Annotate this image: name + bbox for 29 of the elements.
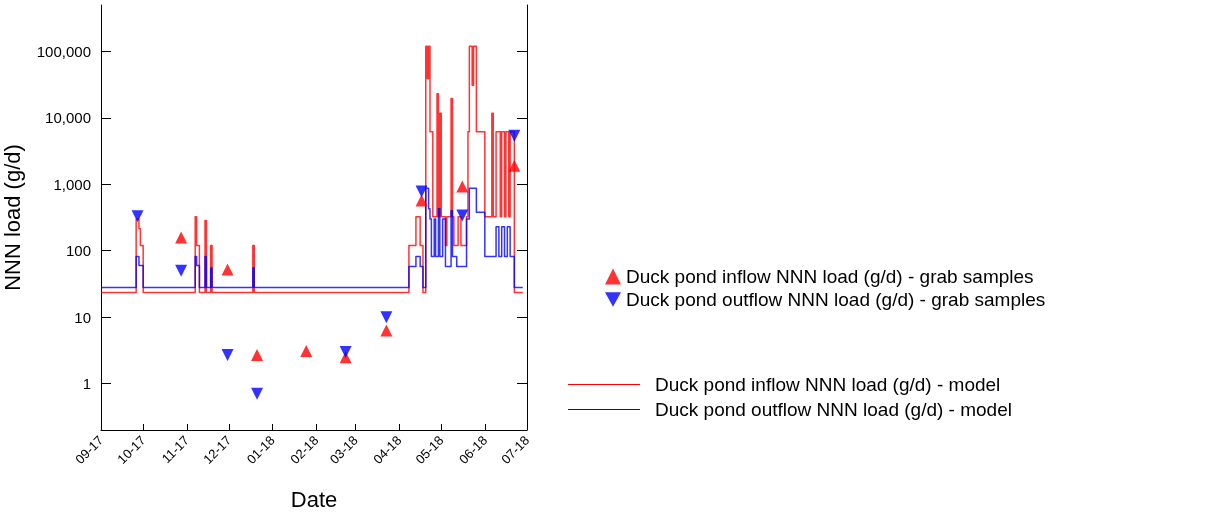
point — [300, 344, 313, 357]
point — [251, 348, 264, 361]
point — [508, 129, 521, 142]
point — [415, 185, 428, 198]
legend-label: Duck pond inflow NNN load (g/d) - model — [655, 374, 1001, 395]
point — [508, 159, 521, 172]
y-tick-label: 100 — [65, 242, 91, 260]
legend-label: Duck pond inflow NNN load (g/d) - grab samples — [626, 266, 1034, 287]
legend-label: Duck pond outflow NNN load (g/d) - model — [655, 399, 1012, 420]
point — [339, 345, 352, 358]
y-tick-label: 1,000 — [53, 175, 91, 193]
x-axis-title: Date — [290, 486, 338, 512]
point — [175, 231, 188, 244]
point — [221, 263, 234, 276]
y-tick-label: 100,000 — [36, 42, 91, 60]
point — [456, 209, 469, 222]
point — [380, 324, 393, 337]
legend-label: Duck pond outflow NNN load (g/d) - grab samples — [626, 289, 1046, 310]
point — [456, 180, 469, 193]
point — [221, 348, 234, 361]
point — [251, 387, 264, 400]
point — [380, 311, 393, 324]
point — [175, 264, 188, 277]
point — [415, 194, 428, 207]
point — [131, 210, 144, 223]
y-tick-label: 10 — [74, 308, 91, 326]
y-tick-label: 1 — [82, 375, 91, 393]
y-tick-label: 10,000 — [45, 109, 91, 127]
y-axis-title: NNN load (g/d) — [0, 144, 25, 291]
